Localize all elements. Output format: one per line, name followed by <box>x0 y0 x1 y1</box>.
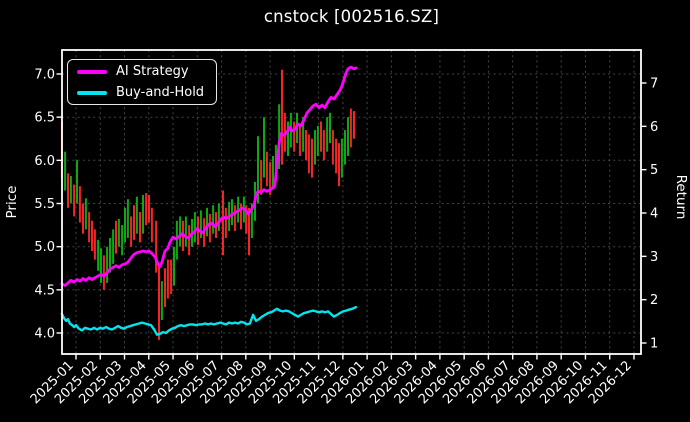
ai-strategy-line <box>60 65 358 287</box>
svg-text:Return: Return <box>673 175 689 220</box>
svg-text:1: 1 <box>650 337 658 352</box>
svg-text:6.5: 6.5 <box>34 111 55 126</box>
chart-title: cnstock [002516.SZ] <box>263 7 440 26</box>
buy-and-hold-line <box>60 305 358 336</box>
svg-text:4.5: 4.5 <box>34 283 55 298</box>
svg-text:5.0: 5.0 <box>34 240 55 255</box>
svg-text:5.5: 5.5 <box>34 197 55 212</box>
svg-text:7: 7 <box>650 77 658 92</box>
legend-item-buy-and-hold: Buy-and-Hold <box>77 84 216 101</box>
price-axis-title: Price <box>4 186 20 219</box>
ai-strategy-line-swatch <box>77 69 107 74</box>
date-tick-labels: 2025-012025-022025-032025-042025-052025-… <box>28 358 635 407</box>
price-bars <box>60 69 355 340</box>
svg-text:2: 2 <box>650 293 658 308</box>
legend-label-buy-and-hold: Buy-and-Hold <box>116 85 205 100</box>
svg-text:3: 3 <box>650 250 658 265</box>
legend-label-ai-strategy: AI Strategy <box>116 64 189 79</box>
svg-text:4.0: 4.0 <box>34 327 55 342</box>
svg-text:6.0: 6.0 <box>34 154 55 169</box>
return-axis-title: Return <box>673 175 689 220</box>
svg-text:7.0: 7.0 <box>34 68 55 83</box>
legend: AI Strategy Buy-and-Hold <box>67 59 217 105</box>
axes <box>56 49 647 360</box>
buy-and-hold-line-swatch <box>77 90 107 95</box>
legend-item-ai-strategy: AI Strategy <box>77 63 216 80</box>
svg-text:Price: Price <box>4 186 20 219</box>
svg-text:4: 4 <box>650 207 658 222</box>
price-tick-labels: 4.0 4.5 5.0 5.5 6.0 6.5 7.0 <box>34 68 55 342</box>
svg-text:6: 6 <box>650 120 658 135</box>
return-tick-labels: 1 2 3 4 5 6 7 <box>650 77 658 352</box>
svg-text:5: 5 <box>650 163 658 178</box>
